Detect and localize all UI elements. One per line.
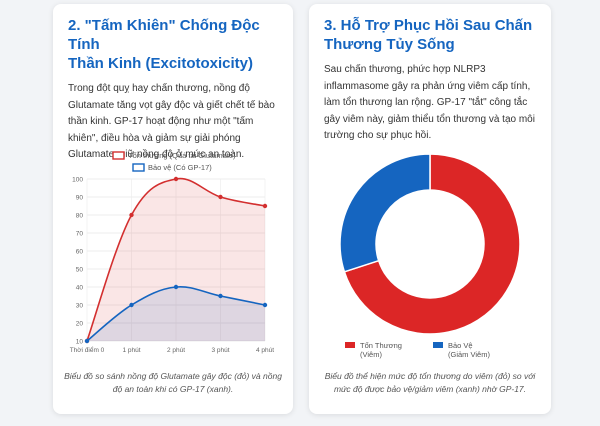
data-point (218, 194, 223, 200)
data-point (173, 284, 179, 290)
doughnut-slice (343, 153, 521, 335)
legend-label: Bảo Vệ (448, 341, 473, 350)
legend-sublabel: (Giảm Viêm) (448, 350, 490, 359)
chart-caption: Biểu đồ thể hiện mức độ tổn thương do vi… (324, 371, 536, 394)
legend-swatch (433, 342, 443, 348)
card-title-line-1: 2. "Tấm Khiên" Chống Độc Tính (68, 17, 260, 53)
y-tick-label: 80 (76, 212, 84, 219)
doughnut-slice (339, 153, 431, 273)
data-point (262, 203, 268, 209)
inflammation-doughnut-chart: Tổn Thương(Viêm) Bảo Vệ(Giảm Viêm) (339, 153, 521, 359)
legend-swatch (345, 342, 355, 348)
legend-sublabel: (Viêm) (360, 350, 382, 359)
y-tick-label: 70 (76, 230, 84, 237)
y-tick-label: 50 (76, 266, 84, 273)
card-spinal-recovery: 3. Hỗ Trợ Phục Hồi Sau Chấn Thương Tủy S… (309, 4, 551, 414)
x-tick-label: 4 phút (256, 347, 274, 354)
series-line (86, 177, 266, 342)
glutamate-line-chart: 10 20 30 40 50 60 70 80 90 100 Thời điểm 0 1 phút 2 … (70, 151, 275, 354)
legend-swatch (112, 151, 125, 160)
card-title: 3. Hỗ Trợ Phục Hồi Sau Chấn Thương Tủy S… (324, 16, 536, 54)
chart-caption: Biểu đồ so sánh nồng độ Glutamate gây độ… (64, 371, 282, 394)
card-title-line-2: Thần Kinh (Excitotoxicity) (68, 55, 254, 72)
data-point (173, 176, 179, 182)
legend-label: Tổn thương (Quá tải Glutamate) (128, 151, 236, 160)
card-title: 2. "Tấm Khiên" Chống Độc Tính Thần Kinh … (68, 16, 278, 73)
legend-label: Tổn Thương (360, 341, 402, 350)
x-tick-label: Thời điểm 0 (70, 346, 105, 354)
data-point (262, 302, 268, 308)
card-excitotoxicity: 2. "Tấm Khiên" Chống Độc Tính Thần Kinh … (53, 4, 293, 414)
x-tick-label: 3 phút (211, 347, 229, 354)
y-tick-label: 100 (72, 176, 83, 183)
card-description: Trong đột quỵ hay chấn thương, nồng độ G… (68, 83, 275, 160)
y-tick-label: 10 (76, 338, 84, 345)
y-tick-label: 30 (76, 302, 84, 309)
card-title-line-2: Thương Tủy Sống (324, 36, 455, 53)
data-point (129, 302, 134, 308)
data-point (84, 338, 90, 344)
x-tick-label: 2 phút (167, 347, 185, 354)
legend-swatch (132, 163, 145, 172)
series-area (87, 286, 265, 341)
y-tick-label: 20 (76, 320, 84, 327)
x-tick-label: 1 phút (122, 347, 140, 354)
card-title-line-1: 3. Hỗ Trợ Phục Hồi Sau Chấn (324, 17, 533, 34)
y-tick-label: 60 (76, 248, 84, 255)
legend-label: Bảo vệ (Có GP-17) (148, 163, 212, 172)
series-area (87, 178, 265, 341)
y-tick-label: 40 (76, 284, 84, 291)
data-point (129, 212, 134, 218)
y-tick-label: 90 (76, 194, 84, 201)
data-point (218, 293, 223, 299)
card-description: Sau chấn thương, phức hợp NLRP3 inflamma… (324, 64, 535, 141)
